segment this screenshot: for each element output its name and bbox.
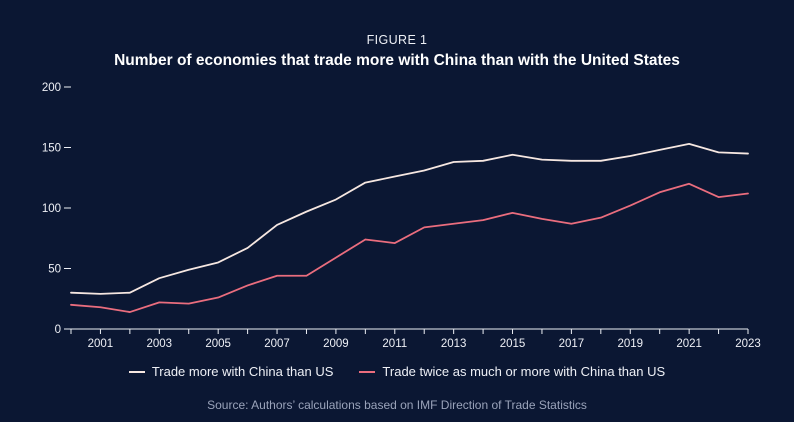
y-axis: 0 50 100 150 200: [42, 82, 71, 336]
x-tick-label-2021: 2021: [676, 338, 702, 350]
y-tick-label-100: 100: [42, 203, 61, 215]
source-note: Source: Authors’ calculations based on I…: [207, 398, 587, 412]
chart-title: Number of economies that trade more with…: [114, 52, 680, 69]
legend: Trade more with China than US Trade twic…: [0, 364, 794, 379]
x-tick-label-2023: 2023: [735, 338, 761, 350]
figure-label: FIGURE 1: [366, 33, 428, 47]
legend-item-trade-twice: Trade twice as much or more with China t…: [359, 364, 665, 379]
x-tick-label-2013: 2013: [441, 338, 467, 350]
x-tick-label-2011: 2011: [382, 338, 407, 350]
y-tick-label-50: 50: [48, 264, 61, 276]
series-line-trade-twice: [70, 182, 749, 313]
y-tick-label-200: 200: [42, 82, 61, 94]
x-tick-label-2009: 2009: [323, 338, 349, 350]
x-axis: 2001 2003 2005 2007 2009 2011 2013 2015 2017 2019…: [70, 328, 761, 350]
x-tick-label-2003: 2003: [147, 338, 173, 350]
x-tick-label-2001: 2001: [88, 338, 114, 350]
legend-item-trade-more: Trade more with China than US: [128, 364, 334, 379]
series-line-trade-more: [70, 142, 749, 295]
legend-swatch-trade-twice: [359, 370, 376, 373]
x-tick-label-2017: 2017: [559, 338, 585, 350]
series-lines: [70, 142, 749, 313]
y-tick-label-0: 0: [55, 324, 61, 336]
y-tick-label-150: 150: [42, 143, 61, 155]
x-tick-label-2005: 2005: [205, 338, 231, 350]
legend-label-trade-twice: Trade twice as much or more with China t…: [382, 364, 666, 379]
x-tick-label-2015: 2015: [500, 338, 526, 350]
x-tick-label-2019: 2019: [617, 338, 643, 350]
legend-label-trade-more: Trade more with China than US: [151, 364, 334, 379]
x-tick-label-2007: 2007: [264, 338, 290, 350]
legend-swatch-trade-more: [128, 370, 145, 373]
